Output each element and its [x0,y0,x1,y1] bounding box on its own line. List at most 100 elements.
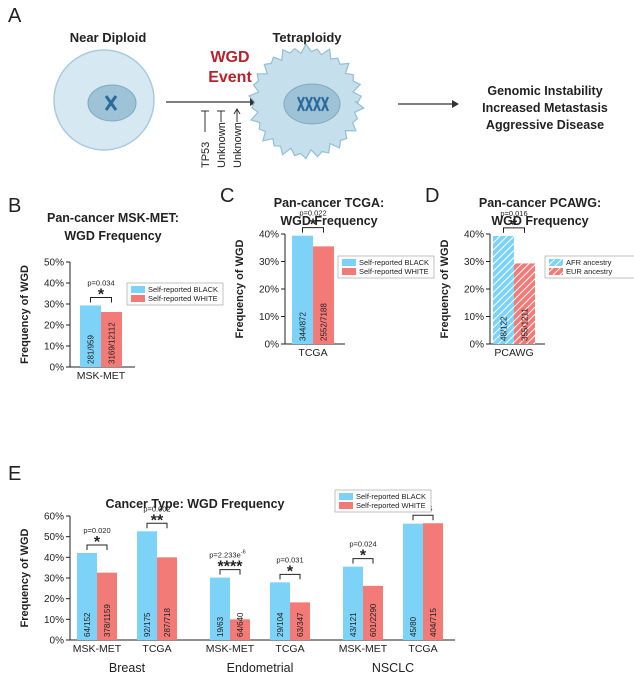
bar [290,602,310,640]
chart: E Cancer Type: WGD Frequency Frequency of … [8,463,455,675]
significance-bracket [279,573,301,580]
bar-count-label: 355/1211 [521,308,530,341]
legend-swatch [549,268,563,275]
legend-box [126,282,224,306]
legend-swatch [339,493,353,500]
bar-count-label: 378/1159 [103,604,112,637]
p-value-exponent: -6 [241,550,246,556]
cell-label: Tetraploidy [272,30,342,45]
significance-bracket [86,544,108,550]
y-tick-label: 30% [259,257,279,268]
panel-label: B [8,195,21,217]
panel-label: D [425,185,439,207]
legend-swatch [342,259,356,266]
significance-stars: * [94,534,101,551]
bar [493,235,514,344]
significance-bracket [412,514,434,521]
significance-bracket [219,569,241,575]
bar-count-label: 2552/7188 [320,303,329,341]
y-tick-label: 40% [464,230,484,241]
chart: B Pan-cancer MSK-MET: WGD Frequency Frequen… [8,195,224,382]
panel-label: E [8,463,21,485]
y-tick-label: 20% [44,594,64,605]
x-tick-label: TCGA [142,643,171,655]
bar [137,531,157,640]
group-label: Breast [109,661,146,675]
x-tick-label: TCGA [275,643,304,655]
group-label: Endometrial [227,661,294,675]
y-tick-label: 50% [44,258,64,269]
regulator: Unknown [216,122,228,168]
significance-bracket [302,227,324,233]
p-value: p=0.031 [276,555,303,564]
cell-label: Near Diploid [70,30,147,45]
y-tick-label: 0% [50,636,65,647]
y-tick-label: 10% [259,312,279,323]
legend-label: Self-reported WHITE [356,501,426,510]
bar-count-label: 3169/12112 [108,322,117,364]
y-tick-label: 0% [50,363,65,374]
bar-count-label: 344/872 [299,312,308,341]
legend-label: Self-reported WHITE [148,294,218,303]
y-axis-label: Frequency of WGD [439,239,451,338]
bar [230,619,250,640]
regulation-marks [201,108,241,132]
chart-title: Pan-cancer PCAWG: [479,196,601,210]
legend-label: AFR ancestry [566,258,612,267]
legend-label: EUR ancestry [566,267,613,276]
bar [292,235,313,344]
bar-count-label: 64/640 [236,612,245,637]
chart-title: WGD Frequency [64,229,161,243]
legend-label: Self-reported BLACK [148,285,218,294]
x-tick-label: MSK-MET [73,643,122,655]
significance-stars: * [360,548,367,565]
y-tick-label: 60% [44,512,64,523]
x-tick-label: MSK-MET [77,370,126,382]
bar-count-label: 64/152 [83,612,92,637]
p-value: p=2.233e [209,551,241,560]
significance-bracket [90,296,112,303]
legend-swatch [131,286,145,293]
arrow-head [452,100,459,108]
significance-bracket [352,558,374,564]
bar-count-label: 43/121 [349,612,358,637]
panel-a: A Near Diploid WGD Event TP53 Unknown Un… [8,5,608,168]
x-tick-label: TCGA [408,643,437,655]
p-value: p=0.020 [83,526,110,535]
significance-bracket [146,522,168,529]
p-value: p=0.016 [500,209,527,218]
bar-count-label: 19/63 [216,616,225,637]
p-value: p=0.024 [349,540,376,549]
bar-count-label: 48/122 [500,316,509,341]
x-tick-label: MSK-MET [206,643,255,655]
bar-count-label: 45/80 [409,616,418,637]
chart-title: Cancer Type: WGD Frequency [106,497,285,511]
x-tick-label: PCAWG [494,347,533,359]
y-tick-label: 10% [44,615,64,626]
y-tick-label: 30% [464,257,484,268]
group-label: NSCLC [372,661,414,675]
significance-stars: * [287,563,294,580]
y-tick-label: 20% [464,285,484,296]
bar [514,263,535,344]
y-tick-label: 40% [44,279,64,290]
panel-label: C [220,185,234,207]
significance-stars: * [310,217,317,234]
bar [210,577,230,640]
y-tick-label: 0% [470,340,485,351]
nucleus [283,83,341,125]
legend-label: Self-reported BLACK [359,258,429,267]
y-tick-label: 20% [44,321,64,332]
bar [101,311,122,367]
legend-swatch [131,295,145,302]
legend-label: Self-reported BLACK [356,492,426,501]
bar [77,552,97,640]
legend-box [337,255,435,279]
regulator: TP53 [200,142,212,168]
y-tick-label: 0% [265,340,280,351]
x-tick-label: MSK-MET [339,643,388,655]
bar [157,557,177,640]
arrow-head [250,98,257,106]
legend-swatch [342,268,356,275]
outcome: Genomic Instability [487,84,602,98]
